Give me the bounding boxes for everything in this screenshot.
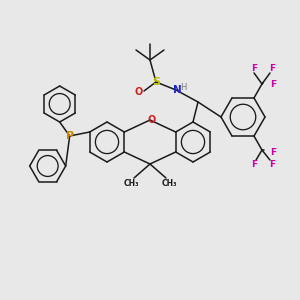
Text: O: O — [148, 115, 156, 125]
Text: O: O — [135, 87, 143, 97]
Text: F: F — [270, 148, 276, 157]
Text: F: F — [251, 64, 257, 74]
Text: N: N — [172, 85, 182, 95]
Text: F: F — [269, 160, 275, 169]
Text: F: F — [269, 64, 275, 74]
Text: S: S — [152, 77, 160, 87]
Text: F: F — [251, 160, 257, 169]
Text: CH₃: CH₃ — [123, 179, 139, 188]
Text: F: F — [270, 80, 276, 89]
Text: CH₃: CH₃ — [161, 179, 177, 188]
Text: H: H — [180, 82, 186, 91]
Text: P: P — [66, 131, 74, 141]
